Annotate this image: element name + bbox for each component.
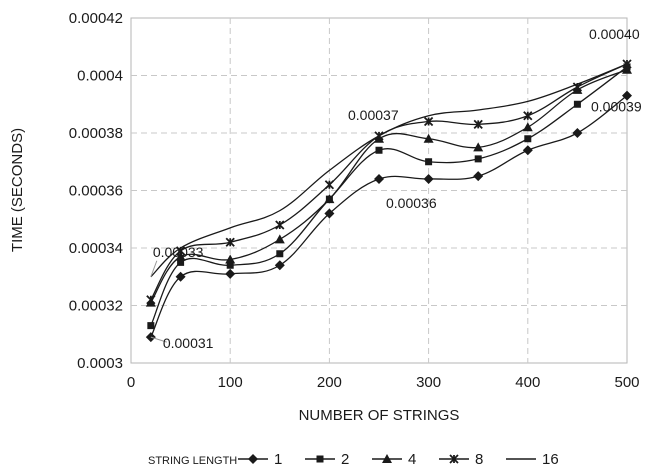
series-2-point-9 <box>573 100 581 108</box>
series-2-point-5 <box>375 146 383 154</box>
series-1-point-7 <box>473 171 484 182</box>
legend-marker-4 <box>382 454 392 463</box>
data-label-leader-0 <box>150 260 158 277</box>
data-label-1: 0.00031 <box>163 335 214 351</box>
series-1-point-8 <box>522 145 533 156</box>
series-1-point-5 <box>374 174 384 184</box>
series-8-point-4 <box>324 180 335 190</box>
series-8-point-6 <box>423 116 434 127</box>
legend-marker-8 <box>449 454 459 464</box>
series-8-point-8 <box>523 111 533 121</box>
series-1-point-1 <box>175 271 186 282</box>
x-tick-label-3: 300 <box>416 374 441 391</box>
y-tick-label-0: 0.0003 <box>77 355 123 372</box>
series-4-point-4 <box>324 194 335 204</box>
series-2-point-6 <box>425 158 433 166</box>
series-4-point-7 <box>473 142 484 152</box>
y-tick-label-6: 0.00042 <box>69 10 123 27</box>
data-label-leader-1 <box>150 336 167 343</box>
data-label-3: 0.00036 <box>386 195 437 211</box>
series-1-point-3 <box>274 260 285 271</box>
x-axis: 0 100 200 300 400 500 <box>127 374 640 391</box>
series-1-point-2 <box>225 268 236 279</box>
series-2-point-1 <box>177 258 185 266</box>
legend-marker-2 <box>316 455 324 463</box>
data-label-4: 0.00040 <box>589 26 640 42</box>
series-4-point-10 <box>622 64 632 74</box>
legend-marker-1 <box>248 454 258 464</box>
series-4-point-6 <box>423 133 434 143</box>
series-8-point-10 <box>622 59 632 69</box>
series-4-point-3 <box>274 234 285 244</box>
y-tick-label-4: 0.00038 <box>69 125 123 142</box>
series-markers <box>145 59 632 343</box>
legend-title: STRING LENGTH <box>148 455 237 467</box>
series-8-point-0 <box>146 295 156 305</box>
data-label-0: 0.00033 <box>153 244 204 260</box>
series-8-point-9 <box>572 82 583 92</box>
series-4-point-2 <box>225 254 236 264</box>
series-2-point-3 <box>276 250 284 258</box>
y-tick-label-3: 0.00036 <box>69 183 123 200</box>
y-axis-title: TIME (SECONDS) <box>9 128 26 252</box>
series-2-point-8 <box>524 135 532 143</box>
x-tick-label-2: 200 <box>317 374 342 391</box>
x-tick-label-5: 500 <box>614 374 639 391</box>
series-8-point-5 <box>374 131 384 141</box>
series-4-point-8 <box>522 122 533 132</box>
y-tick-label-1: 0.00032 <box>69 298 123 315</box>
legend: STRING LENGTH 1 2 4 8 16 <box>148 451 559 468</box>
x-tick-label-4: 400 <box>515 374 540 391</box>
data-label-5: 0.00039 <box>591 99 642 115</box>
x-axis-title: NUMBER OF STRINGS <box>299 407 460 424</box>
data-label-2: 0.00037 <box>348 107 399 123</box>
legend-label-1: 1 <box>274 451 282 468</box>
legend-label-16: 16 <box>542 451 559 468</box>
legend-label-2: 2 <box>341 451 349 468</box>
x-tick-label-0: 0 <box>127 374 135 391</box>
series-4-point-1 <box>175 251 186 261</box>
data-labels: 0.00033 0.00031 0.00037 0.00036 0.00040 0.000… <box>150 26 642 351</box>
x-tick-label-1: 100 <box>218 374 243 391</box>
series-8-point-2 <box>225 237 235 247</box>
y-tick-label-5: 0.0004 <box>77 68 123 85</box>
series-2-point-2 <box>226 261 234 269</box>
y-tick-label-2: 0.00034 <box>69 240 123 257</box>
series-1-point-4 <box>324 208 335 219</box>
series-2-point-7 <box>474 155 482 163</box>
grid-lines <box>131 18 627 363</box>
legend-label-4: 4 <box>408 451 416 468</box>
series-8-point-3 <box>275 220 285 230</box>
y-axis: 0.0003 0.00032 0.00034 0.00036 0.00038 0.0004… <box>69 10 123 372</box>
series-1-point-9 <box>572 128 583 138</box>
series-1-point-6 <box>423 174 434 184</box>
series-8-point-7 <box>473 119 483 130</box>
legend-label-8: 8 <box>475 451 483 468</box>
series-1-point-10 <box>622 90 632 101</box>
series-2-point-0 <box>147 322 155 330</box>
series-8-point-1 <box>175 246 186 256</box>
